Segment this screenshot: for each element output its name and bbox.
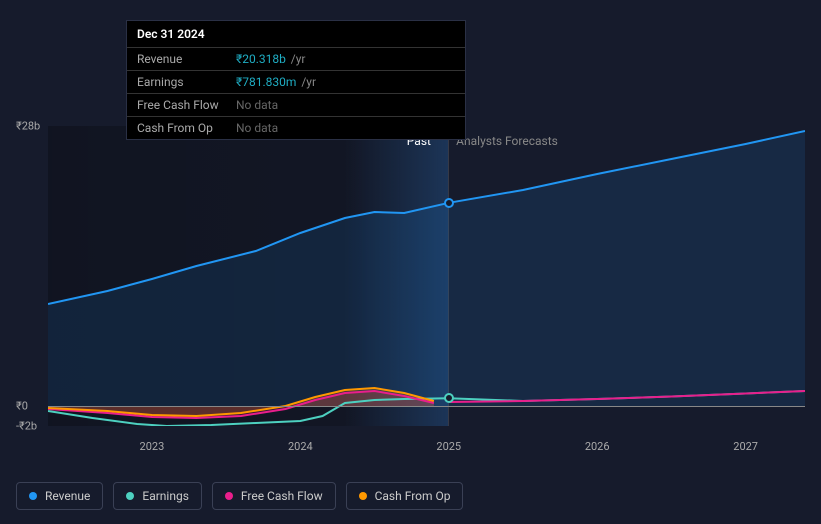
x-axis-label: 2026: [585, 440, 610, 453]
y-axis-label: ₹0: [16, 400, 28, 413]
x-axis-label: 2027: [733, 440, 758, 453]
legend-item-cfo[interactable]: Cash From Op: [346, 482, 464, 510]
series-area-revenue: [48, 131, 805, 406]
hover-marker-revenue: [444, 198, 454, 208]
legend-item-earnings[interactable]: Earnings: [113, 482, 202, 510]
x-axis-label: 2023: [140, 440, 165, 453]
legend-label: Free Cash Flow: [241, 489, 323, 503]
x-axis-label: 2025: [436, 440, 461, 453]
chart-plot-area[interactable]: PastAnalysts Forecasts: [48, 126, 805, 426]
tooltip-metric-label: Cash From Op: [137, 121, 222, 135]
tooltip-row: Free Cash Flow No data: [127, 93, 465, 116]
legend-dot-icon: [359, 492, 367, 500]
legend-item-revenue[interactable]: Revenue: [16, 482, 103, 510]
chart-legend: Revenue Earnings Free Cash Flow Cash From O…: [16, 482, 463, 510]
chart-lines-svg: [48, 126, 805, 426]
tooltip-row: Revenue ₹20.318b /yr: [127, 47, 465, 70]
tooltip-metric-value: No data: [236, 121, 278, 135]
tooltip-date: Dec 31 2024: [127, 21, 465, 47]
y-axis-label: ₹28b: [16, 120, 40, 133]
y-axis-label: -₹2b: [16, 420, 37, 433]
hover-marker-earnings: [444, 393, 454, 403]
legend-dot-icon: [29, 492, 37, 500]
legend-label: Earnings: [142, 489, 189, 503]
legend-dot-icon: [225, 492, 233, 500]
forecast-label: Analysts Forecasts: [456, 134, 558, 148]
tooltip-row: Earnings ₹781.830m /yr: [127, 70, 465, 93]
tooltip-metric-value: No data: [236, 98, 278, 112]
x-axis-zero-line: [48, 406, 805, 407]
tooltip-unit: /yr: [298, 75, 316, 89]
legend-item-fcf[interactable]: Free Cash Flow: [212, 482, 336, 510]
legend-label: Cash From Op: [375, 489, 451, 503]
tooltip-metric-label: Earnings: [137, 75, 222, 89]
tooltip-row: Cash From Op No data: [127, 116, 465, 139]
legend-label: Revenue: [45, 489, 90, 503]
chart-container: PastAnalysts Forecasts ₹28b₹0-₹2b2023202…: [16, 126, 805, 476]
tooltip-unit: /yr: [288, 52, 306, 66]
tooltip-metric-label: Revenue: [137, 52, 222, 66]
legend-dot-icon: [126, 492, 134, 500]
tooltip-metric-label: Free Cash Flow: [137, 98, 222, 112]
x-axis-label: 2024: [288, 440, 313, 453]
tooltip-metric-value: ₹781.830m: [236, 75, 296, 89]
hover-tooltip: Dec 31 2024 Revenue ₹20.318b /yr Earnings ₹…: [126, 20, 466, 140]
tooltip-metric-value: ₹20.318b: [236, 52, 286, 66]
